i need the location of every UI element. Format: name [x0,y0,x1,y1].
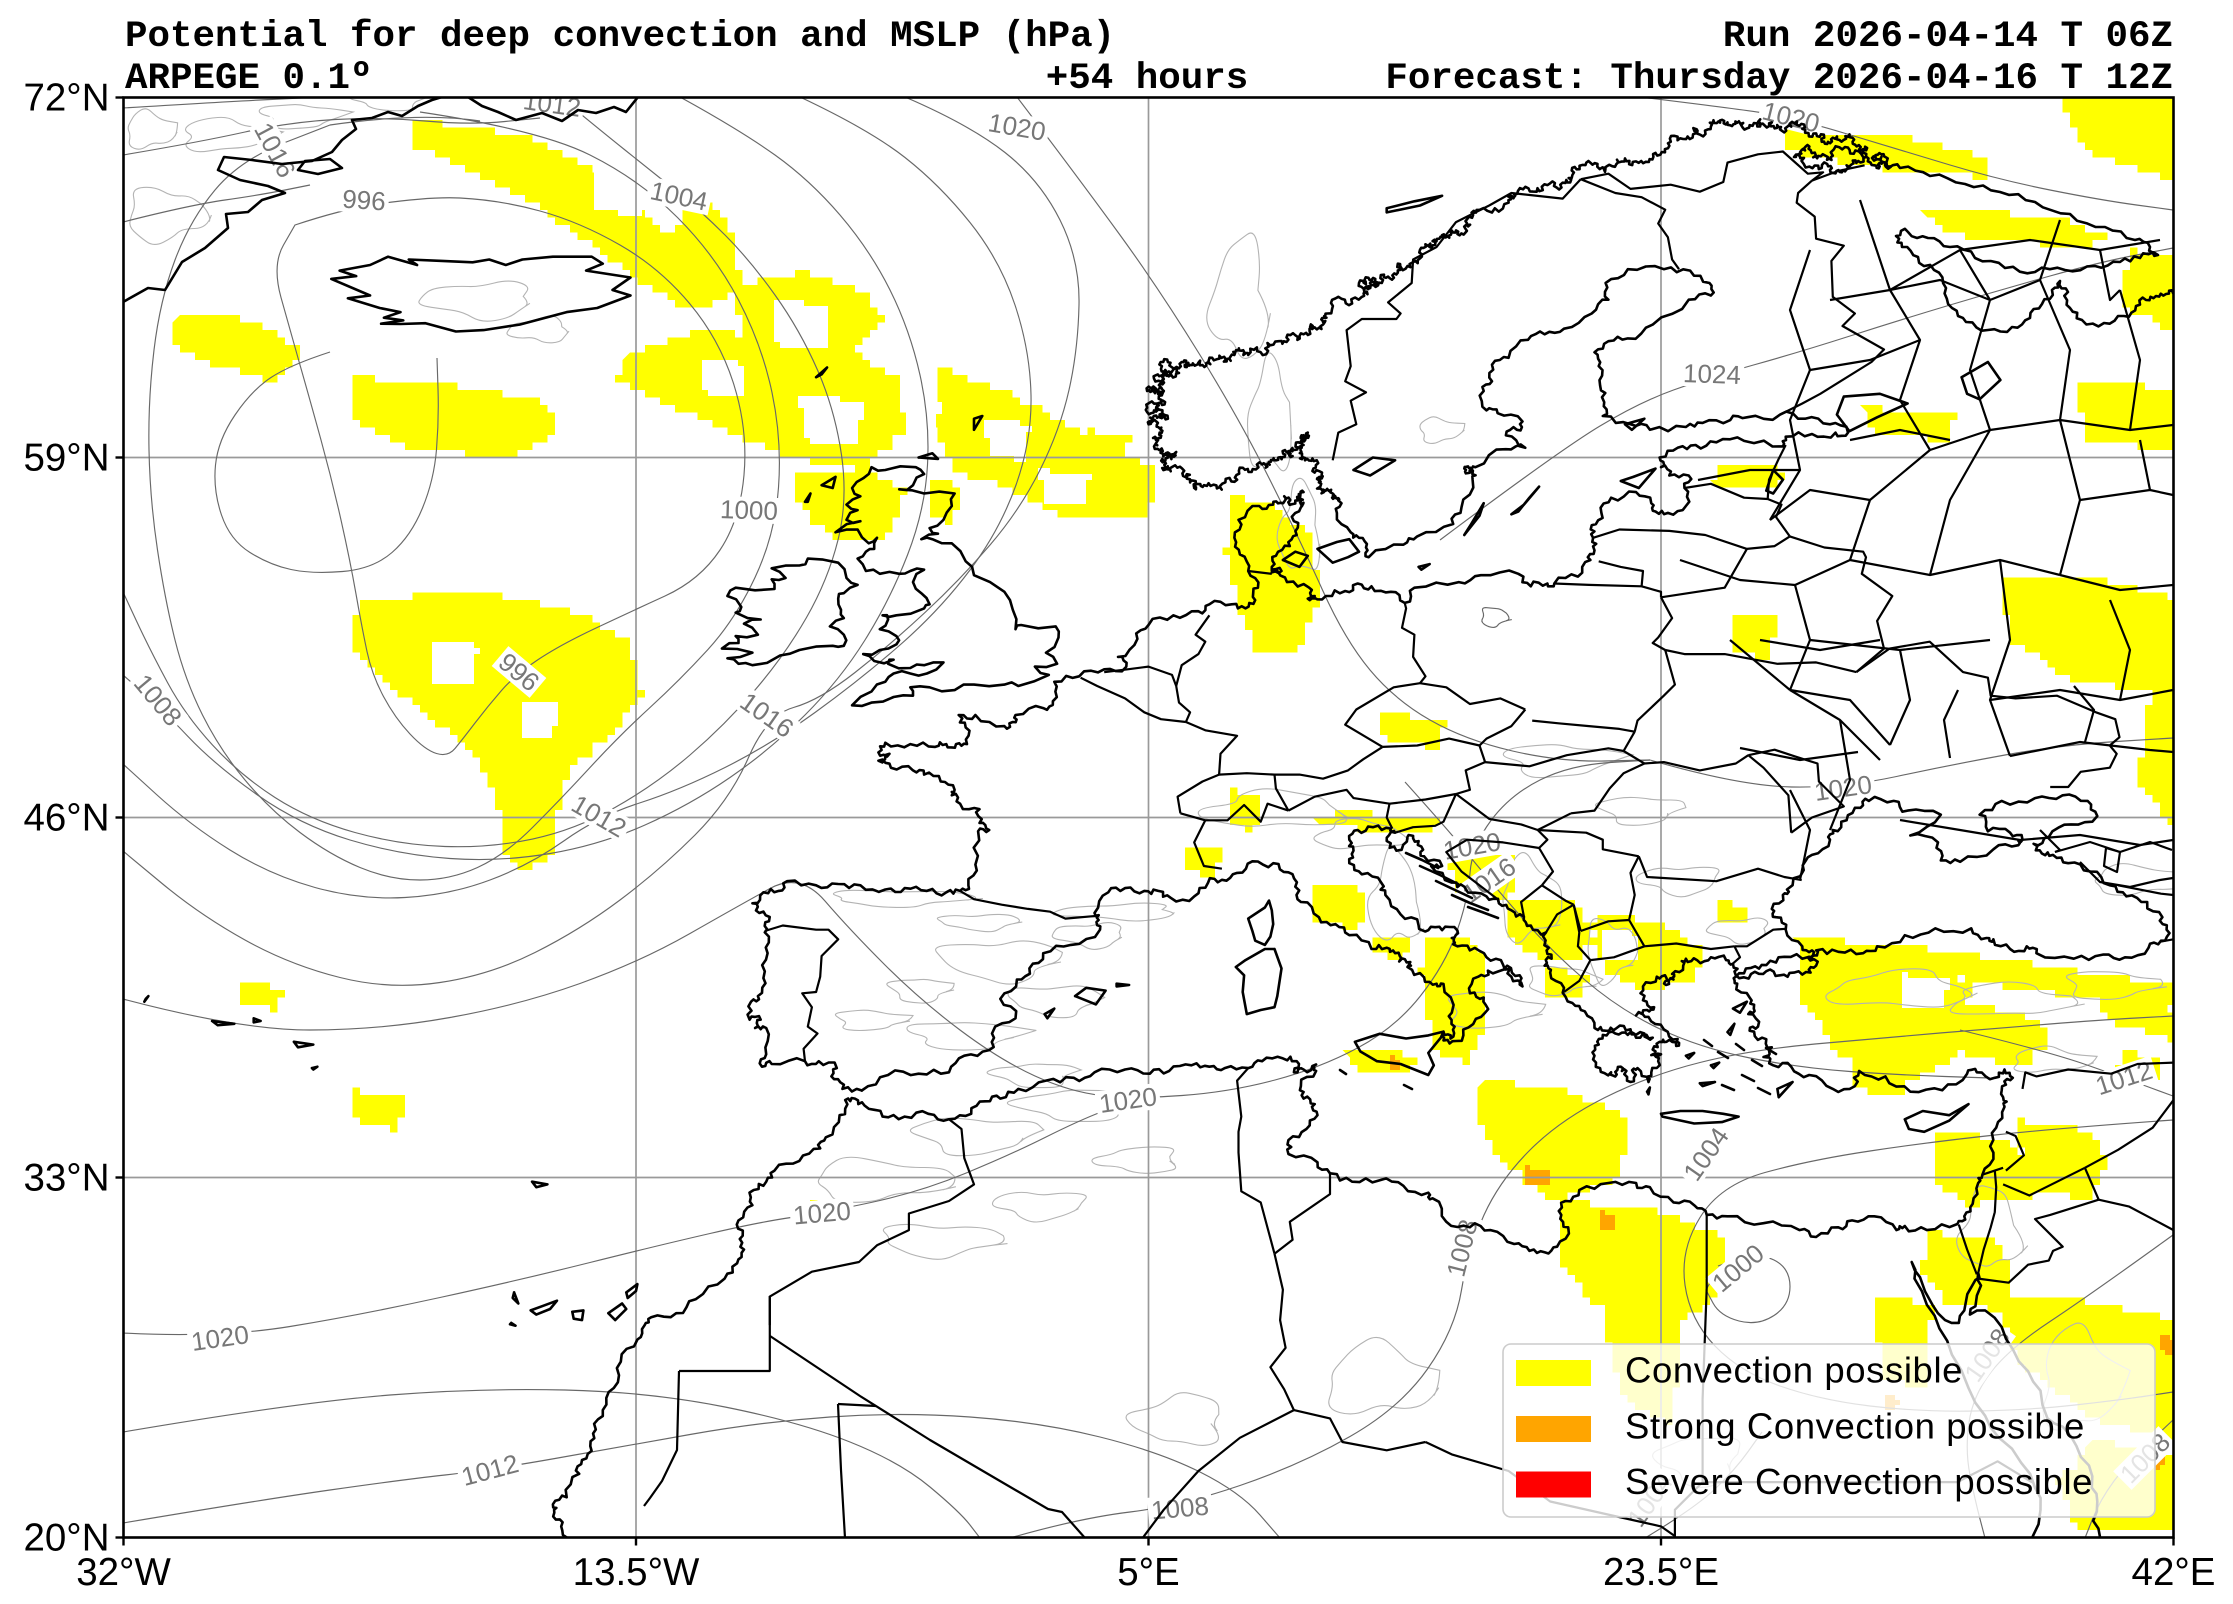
svg-text:1000: 1000 [720,494,779,526]
svg-text:46°N: 46°N [23,797,109,840]
svg-text:59°N: 59°N [23,437,109,480]
svg-text:Forecast: Thursday 2026-04-16: Forecast: Thursday 2026-04-16 T 12Z [1385,58,2173,100]
svg-text:1020: 1020 [792,1196,852,1231]
svg-text:1008: 1008 [1150,1491,1210,1526]
svg-text:+54 hours: +54 hours [1046,58,1249,100]
svg-text:42°E: 42°E [2132,1551,2216,1594]
svg-text:23.5°E: 23.5°E [1603,1551,1719,1594]
svg-text:Convection possible: Convection possible [1625,1350,1963,1391]
svg-text:33°N: 33°N [23,1157,109,1200]
svg-text:Strong Convection possible: Strong Convection possible [1625,1406,2085,1447]
svg-text:Run 2026-04-14 T 06Z: Run 2026-04-14 T 06Z [1723,16,2173,58]
svg-text:Severe Convection possible: Severe Convection possible [1625,1461,2093,1502]
svg-text:20°N: 20°N [23,1517,109,1560]
svg-text:1024: 1024 [1683,358,1742,390]
svg-text:72°N: 72°N [23,77,109,120]
svg-text:32°W: 32°W [76,1551,171,1594]
svg-text:13.5°W: 13.5°W [573,1551,700,1594]
svg-text:996: 996 [341,184,386,217]
svg-text:5°E: 5°E [1117,1551,1180,1594]
svg-text:ARPEGE 0.1º: ARPEGE 0.1º [125,58,373,100]
svg-text:Potential for deep convection: Potential for deep convection and MSLP (… [125,16,1115,58]
